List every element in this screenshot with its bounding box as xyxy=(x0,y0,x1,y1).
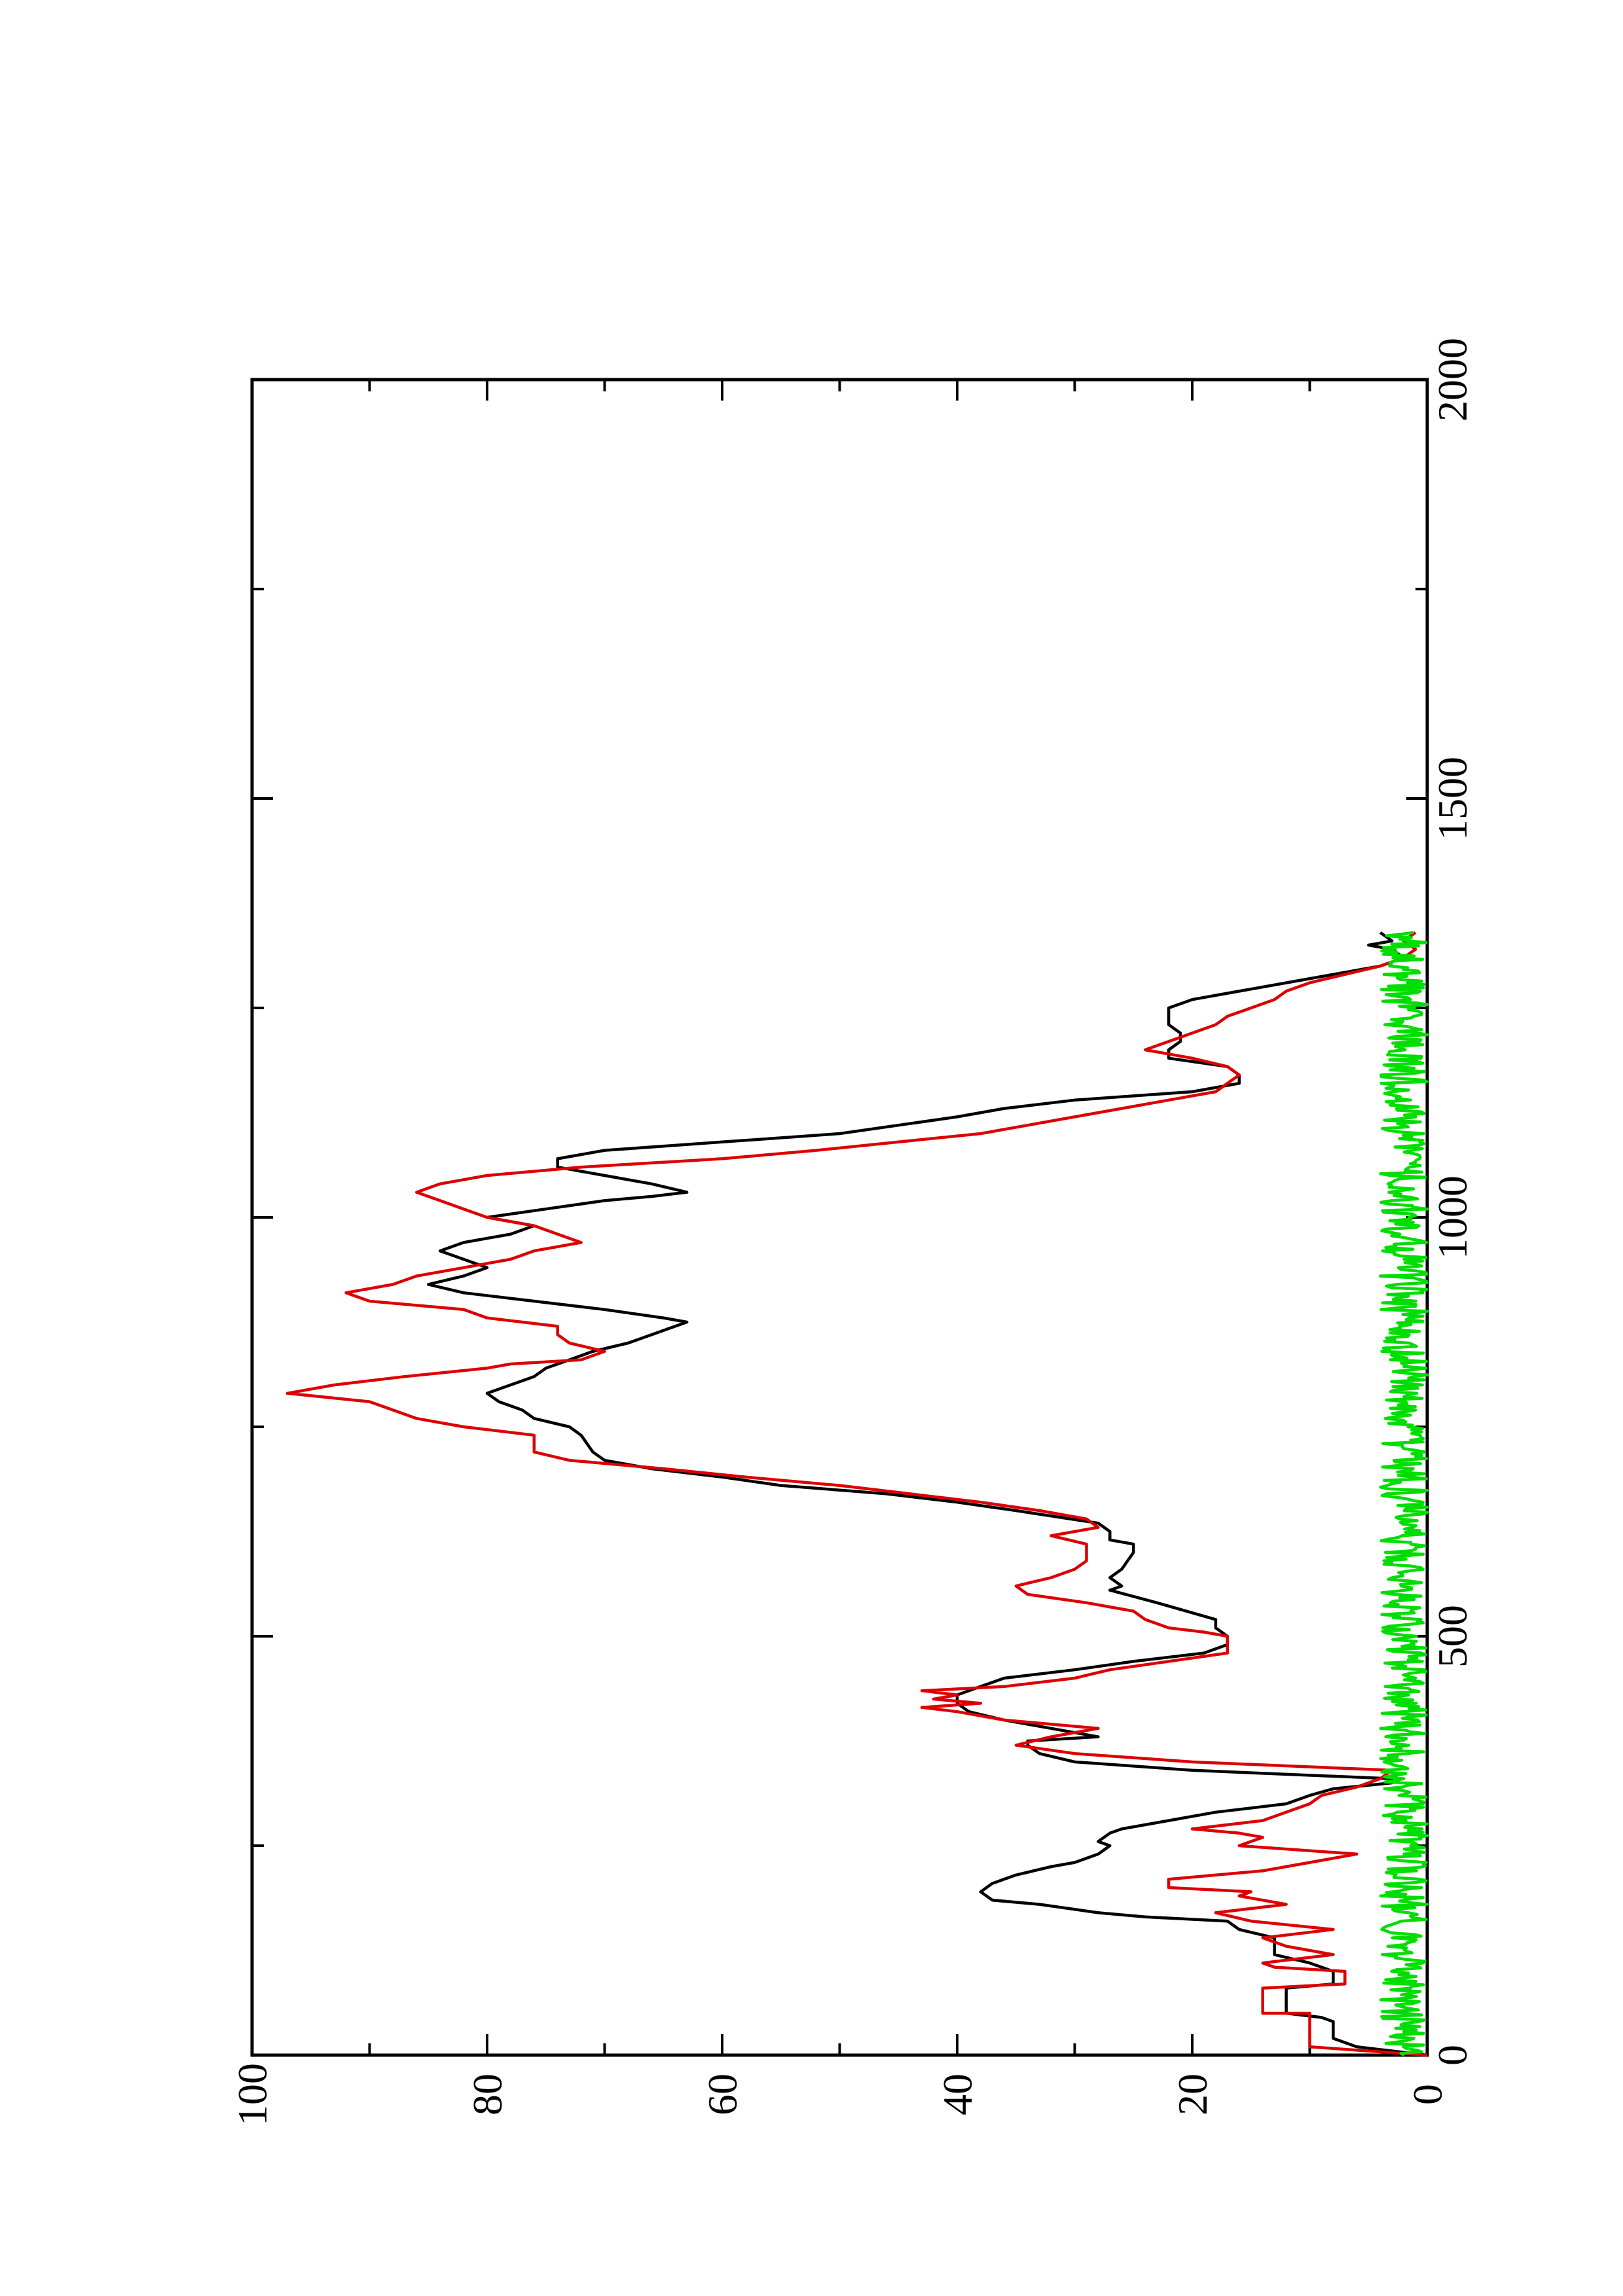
plot-root: 0 500 1000 1500 2000 0 20 40 60 80 100 xyxy=(229,338,1476,2126)
series-line-0 xyxy=(427,931,1428,2057)
x-tick-label: 0 xyxy=(1429,2045,1476,2066)
x-tick-label: 2000 xyxy=(1429,338,1476,422)
y-tick-label: 100 xyxy=(229,2063,276,2126)
y-tick-label: 0 xyxy=(1404,2084,1451,2105)
series-line-1 xyxy=(285,931,1428,2057)
x-tick-label: 500 xyxy=(1429,1605,1476,1668)
y-tick-label: 40 xyxy=(934,2073,981,2115)
x-tick-label: 1000 xyxy=(1429,1175,1476,1259)
series-line-2 xyxy=(1379,931,1429,2057)
plot-frame xyxy=(250,378,1429,2057)
y-tick-label: 60 xyxy=(699,2073,746,2115)
y-tick-label: 20 xyxy=(1169,2073,1216,2115)
x-tick-label: 1500 xyxy=(1429,757,1476,840)
y-tick-label: 80 xyxy=(464,2073,511,2115)
